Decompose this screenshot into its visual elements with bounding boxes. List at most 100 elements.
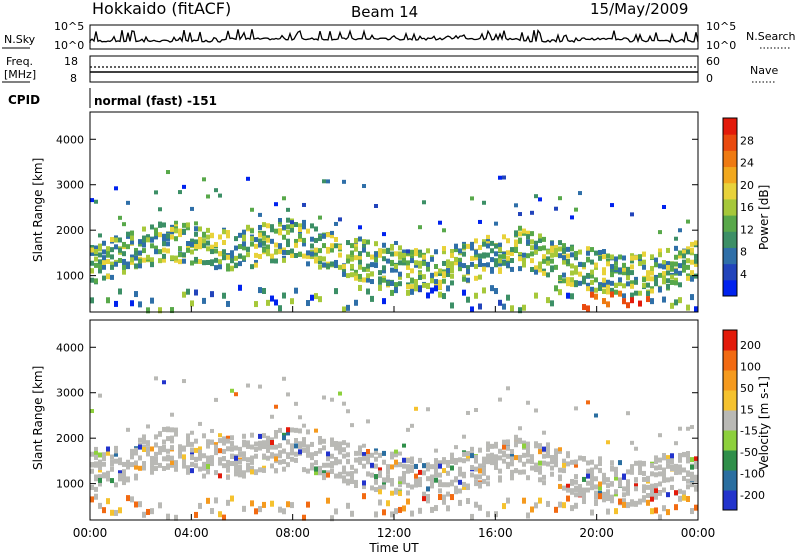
power-mark-684 — [450, 273, 454, 279]
velocity-mark-5 — [90, 496, 94, 503]
velocity-mark-650 — [434, 460, 438, 466]
velocity-mark-1066 — [654, 472, 658, 478]
velocity-mark-637 — [430, 464, 434, 470]
velocity-mark-111 — [146, 446, 150, 452]
power-mark-694 — [454, 243, 458, 249]
power-mark-61 — [118, 288, 122, 295]
power-mark-1135 — [686, 275, 690, 281]
power-mark-1154 — [694, 258, 698, 264]
velocity-mark-289 — [238, 459, 242, 465]
power-mark-736 — [478, 274, 482, 280]
velocity-mark-614 — [414, 406, 418, 411]
velocity-mark-541 — [378, 452, 382, 458]
velocity-mark-396 — [294, 401, 298, 406]
power-mark-994 — [610, 272, 614, 278]
power-mark-944 — [586, 257, 590, 263]
velocity-mark-1105 — [674, 470, 678, 476]
power-mark-456 — [334, 259, 338, 265]
power-mark-856 — [538, 233, 542, 239]
velocity-mark-1055 — [650, 483, 654, 489]
velocity-mark-1095 — [666, 509, 670, 516]
velocity-mark-667 — [442, 498, 446, 505]
velocity-mark-139 — [162, 447, 166, 453]
power-mark-474 — [342, 306, 346, 313]
velocity-mark-918 — [578, 484, 582, 490]
power-mark-26 — [102, 240, 106, 246]
velocity-mark-845 — [538, 449, 542, 455]
velocity-mark-123 — [154, 466, 158, 472]
velocity-mark-884 — [558, 476, 562, 482]
power-mark-461 — [334, 221, 338, 226]
power-mark-259 — [226, 254, 230, 260]
velocity-mark-514 — [366, 456, 370, 462]
power-mark-1105 — [670, 261, 674, 267]
power-mark-760 — [490, 248, 494, 254]
power-mark-779 — [498, 299, 502, 306]
power-mark-915 — [570, 270, 574, 276]
power-mark-437 — [322, 256, 326, 262]
velocity-mark-107 — [146, 440, 150, 446]
power-mark-677 — [446, 272, 450, 278]
velocity-mark-909 — [574, 479, 578, 485]
power-mark-213 — [202, 232, 206, 238]
velocity-mark-1129 — [686, 450, 690, 456]
velocity-mark-898 — [566, 487, 570, 493]
velocity-mark-423 — [310, 465, 314, 471]
velocity-mark-388 — [290, 443, 294, 449]
velocity-mark-46 — [110, 461, 114, 467]
velocity-mark-711 — [466, 483, 470, 489]
power-mark-198 — [194, 231, 198, 237]
velocity-mark-397 — [298, 428, 302, 434]
velocity-mark-753 — [486, 481, 490, 487]
power-mark-738 — [478, 303, 482, 310]
velocity-mark-482 — [346, 442, 350, 448]
velocity-mark-313 — [250, 500, 254, 507]
velocity-mark-408 — [302, 447, 306, 453]
velocity-mark-1089 — [662, 452, 666, 457]
velocity-mark-695 — [462, 458, 466, 464]
power-mark-715 — [466, 269, 470, 275]
velocity-mark-172 — [178, 449, 182, 455]
power-mark-641 — [426, 266, 430, 272]
power-mark-835 — [530, 251, 534, 257]
velocity-mark-620 — [418, 457, 422, 463]
power-mark-1019 — [622, 298, 626, 305]
power-mark-318 — [262, 231, 266, 237]
power-mark-85 — [130, 230, 134, 236]
power-mark-15 — [94, 245, 98, 251]
velocity-mark-267 — [230, 446, 234, 452]
power-mark-332 — [270, 227, 274, 233]
power-mark-203 — [194, 289, 198, 296]
power-mark-742 — [482, 239, 486, 245]
velocity-mark-436 — [318, 437, 322, 443]
velocity-mark-342 — [266, 440, 270, 446]
power-mark-125 — [154, 249, 158, 255]
power-mark-79 — [130, 239, 134, 245]
power-mark-577 — [394, 240, 398, 245]
velocity-mark-241 — [218, 438, 222, 444]
velocity-mark-352 — [270, 414, 274, 419]
power-mark-371 — [290, 227, 294, 233]
power-mark-66 — [122, 258, 126, 264]
velocity-ytick-tick-label-0: 1000 — [56, 478, 84, 491]
velocity-mark-1002 — [622, 486, 626, 492]
velocity-mark-340 — [266, 447, 270, 453]
power-mark-907 — [566, 277, 570, 283]
power-mark-1085 — [662, 279, 666, 285]
power-mark-2 — [90, 250, 94, 256]
power-mark-80 — [130, 254, 134, 260]
power-mark-544 — [378, 284, 382, 291]
velocity-mark-501 — [354, 450, 358, 456]
power-mark-989 — [610, 267, 614, 273]
power-mark-612 — [414, 286, 418, 292]
power-mark-1075 — [654, 262, 658, 268]
velocity-mark-512 — [362, 493, 366, 500]
power-mark-1084 — [662, 264, 666, 270]
power-mark-838 — [530, 245, 534, 251]
power-mark-270 — [234, 263, 238, 269]
velocity-mark-74 — [126, 477, 130, 483]
power-mark-818 — [518, 307, 522, 314]
velocity-mark-1118 — [678, 495, 682, 502]
power-mark-978 — [602, 298, 606, 305]
velocity-mark-43 — [110, 466, 114, 472]
